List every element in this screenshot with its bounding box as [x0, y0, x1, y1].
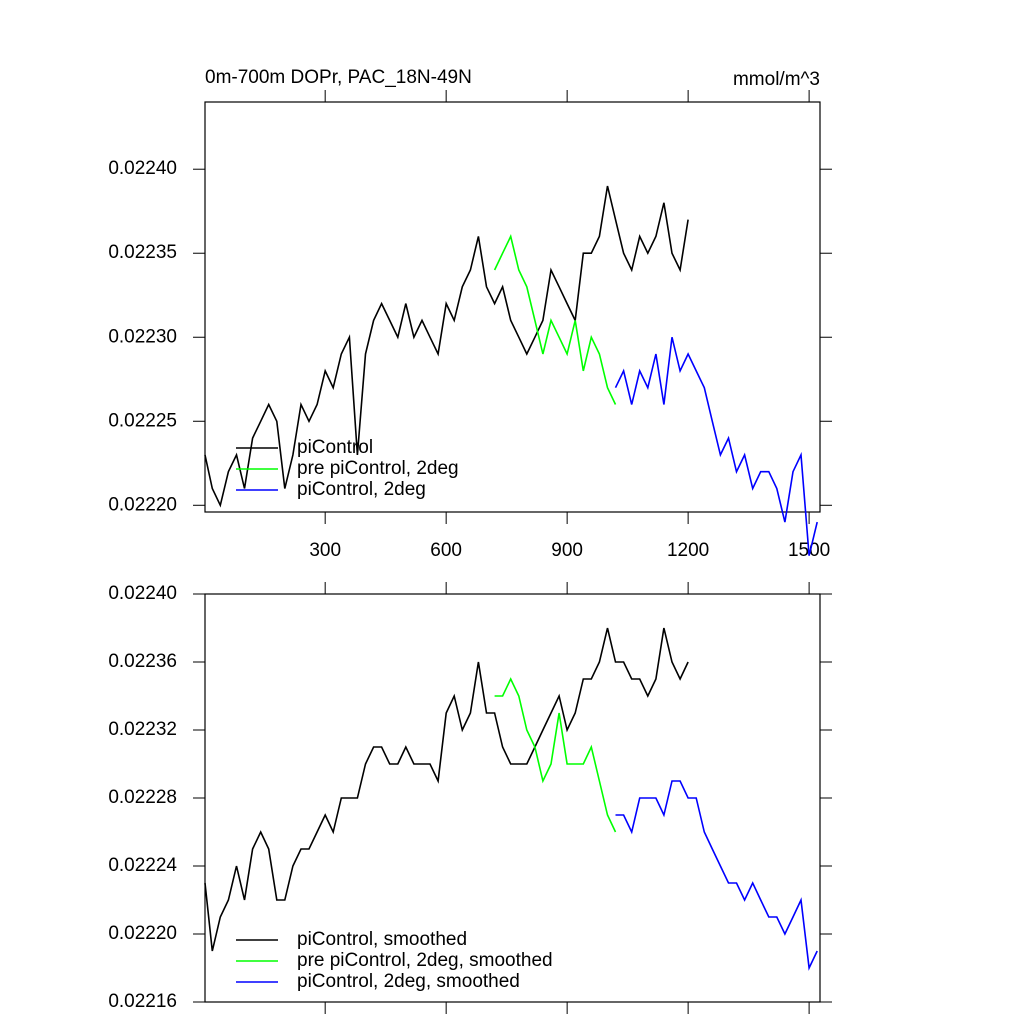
- y-tick-label: 0.02224: [108, 855, 177, 876]
- series-line: [493, 234, 617, 405]
- y-tick-label: 0.02240: [108, 583, 177, 604]
- y-tick-label: 0.02216: [108, 991, 177, 1012]
- units-label: mmol/m^3: [733, 69, 820, 90]
- x-tick-label: 300: [309, 540, 341, 561]
- y-tick-label: 0.02235: [108, 242, 177, 263]
- legend-label: piControl, 2deg, smoothed: [297, 971, 520, 992]
- y-tick-label: 0.02230: [108, 326, 177, 347]
- y-tick-label: 0.02232: [108, 719, 177, 740]
- y-tick-label: 0.02220: [108, 494, 177, 515]
- legend-label: pre piControl, 2deg, smoothed: [297, 950, 553, 971]
- y-tick-label: 0.02220: [108, 923, 177, 944]
- series-line: [614, 337, 818, 556]
- series-line: [204, 627, 689, 952]
- series-line: [494, 677, 617, 833]
- legend-label: piControl, smoothed: [297, 929, 467, 950]
- y-tick-label: 0.02240: [108, 158, 177, 179]
- chart-title: 0m-700m DOPr, PAC_18N-49N: [205, 67, 472, 88]
- legend-label: piControl, 2deg: [297, 479, 426, 500]
- x-tick-label: 900: [551, 540, 583, 561]
- y-tick-label: 0.02225: [108, 410, 177, 431]
- x-tick-label: 1200: [667, 540, 709, 561]
- plot-frame: [204, 101, 821, 513]
- x-tick-label: 600: [430, 540, 462, 561]
- y-tick-label: 0.02228: [108, 787, 177, 808]
- legend-label: pre piControl, 2deg: [297, 458, 459, 479]
- series-line: [615, 780, 818, 971]
- legend-label: piControl: [297, 437, 373, 458]
- series-line: [204, 185, 689, 508]
- y-tick-label: 0.02236: [108, 651, 177, 672]
